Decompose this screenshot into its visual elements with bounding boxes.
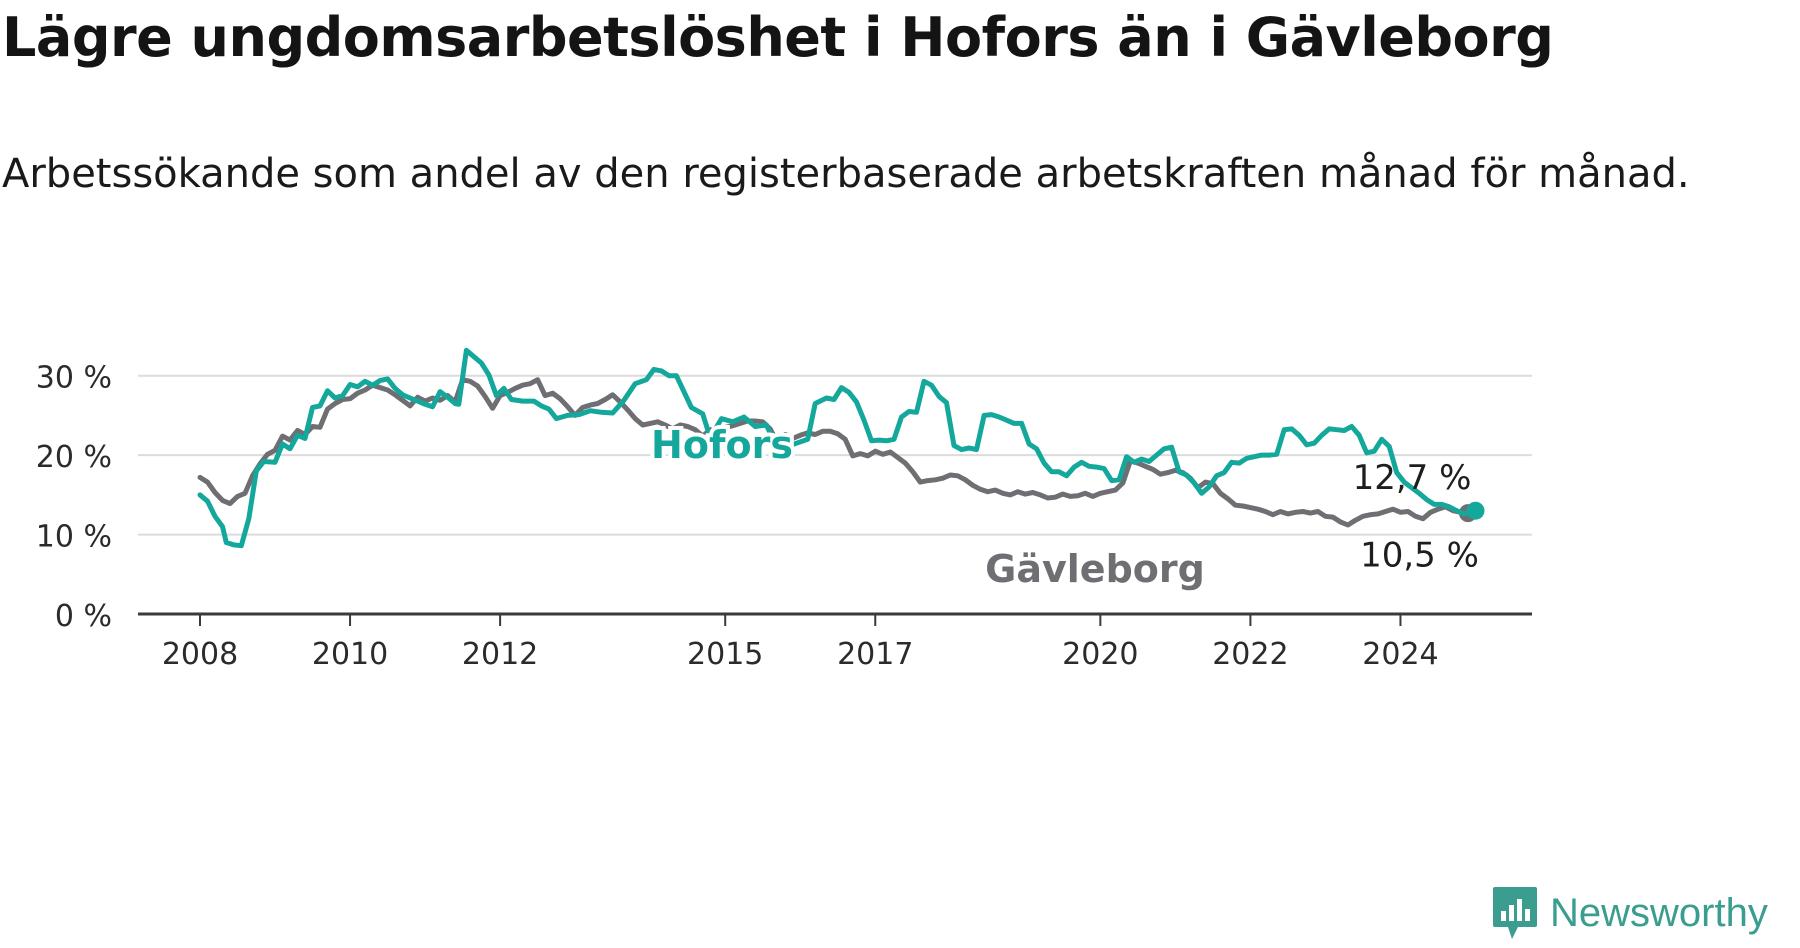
y-tick-label: 30 % [36, 361, 112, 396]
end-value-label: 10,5 % [1360, 536, 1479, 576]
newsworthy-logo-text: Newsworthy [1550, 890, 1768, 935]
newsworthy-logo-icon [1493, 887, 1537, 939]
x-tick-label: 2024 [1362, 637, 1438, 672]
newsworthy-logo: Newsworthy [1492, 885, 1768, 941]
x-tick-label: 2012 [462, 637, 538, 672]
y-tick-label: 10 % [36, 520, 112, 555]
x-tick-label: 2008 [162, 637, 238, 672]
y-axis-ticks: 0 % 10 % 20 % 30 % [36, 361, 112, 634]
chart-subtitle: Arbetssökande som andel av den registerb… [2, 151, 1690, 197]
x-tick-label: 2010 [312, 637, 388, 672]
series-name-label: Gävleborg [985, 547, 1205, 591]
y-tick-label: 0 % [55, 599, 112, 634]
series-lines [197, 347, 1485, 549]
series-line-hofors [197, 347, 1478, 549]
series-name-label: Hofors [651, 423, 793, 467]
x-axis: 2008 2010 2012 2015 2017 2020 2022 2024 [138, 612, 1532, 672]
x-tick-label: 2017 [837, 637, 913, 672]
x-tick-label: 2020 [1062, 637, 1138, 672]
x-tick-label: 2015 [687, 637, 763, 672]
grid-lines [138, 374, 1532, 536]
end-value-label: 12,7 % [1353, 458, 1472, 498]
y-tick-label: 20 % [36, 440, 112, 475]
chart-title: Lägre ungdomsarbetslöshet i Hofors än i … [2, 6, 1554, 69]
series-labels: Gävleborg Hofors 12,7 % 10,5 % [647, 419, 1479, 595]
x-tick-label: 2022 [1212, 637, 1288, 672]
series-end-point [1466, 501, 1485, 520]
series-line-gvleborg [197, 377, 1471, 528]
